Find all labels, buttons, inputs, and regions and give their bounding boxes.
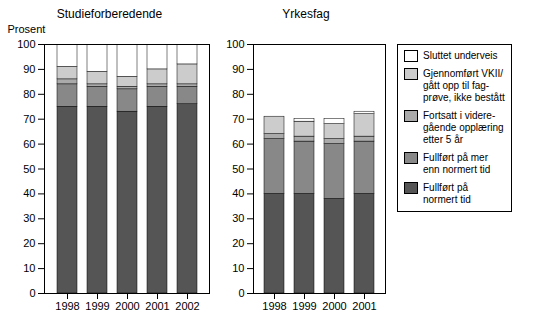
- svg-text:30: 30: [232, 212, 244, 224]
- svg-text:1998: 1998: [55, 300, 79, 312]
- svg-text:70: 70: [232, 113, 244, 125]
- svg-text:100: 100: [17, 38, 35, 50]
- svg-text:80: 80: [23, 88, 35, 100]
- svg-text:1999: 1999: [292, 300, 316, 312]
- svg-text:Prosent: Prosent: [8, 23, 46, 35]
- svg-text:50: 50: [232, 163, 244, 175]
- svg-text:50: 50: [23, 163, 35, 175]
- svg-text:0: 0: [238, 287, 244, 299]
- html-text:Fullført på normert tid: Fullført på normert tid: [423, 182, 471, 205]
- svg-text:90: 90: [232, 63, 244, 75]
- svg-text:0: 0: [29, 287, 35, 299]
- svg-text:1998: 1998: [262, 300, 286, 312]
- svg-text:70: 70: [23, 113, 35, 125]
- svg-text:80: 80: [232, 88, 244, 100]
- svg-text:2000: 2000: [322, 300, 346, 312]
- svg-text:1999: 1999: [85, 300, 109, 312]
- svg-text:90: 90: [23, 63, 35, 75]
- html-text:Yrkesfag: Yrkesfag: [282, 7, 330, 21]
- svg-text:10: 10: [23, 262, 35, 274]
- svg-text:40: 40: [23, 187, 35, 199]
- svg-text:30: 30: [23, 212, 35, 224]
- svg-text:60: 60: [232, 138, 244, 150]
- svg-text:100: 100: [226, 38, 244, 50]
- svg-text:2001: 2001: [352, 300, 376, 312]
- svg-text:20: 20: [23, 237, 35, 249]
- svg-text:2000: 2000: [115, 300, 139, 312]
- html-text:Studieforberedende: Studieforberedende: [56, 7, 163, 21]
- html-text:Sluttet underveis: Sluttet underveis: [423, 50, 498, 61]
- svg-text:20: 20: [232, 237, 244, 249]
- svg-text:40: 40: [232, 187, 244, 199]
- svg-text:60: 60: [23, 138, 35, 150]
- svg-text:2002: 2002: [175, 300, 199, 312]
- svg-text:10: 10: [232, 262, 244, 274]
- html-text:Gjennomført VKII/ gått opp til: Gjennomført VKII/ gått opp til fag- prøv…: [423, 68, 505, 103]
- html-text:Fullført på mer enn normert ti: Fullført på mer enn normert tid: [423, 152, 491, 175]
- svg-text:2001: 2001: [145, 300, 169, 312]
- html-text:Fortsatt i videre- gående oppl: Fortsatt i videre- gående opplæring ette…: [423, 110, 504, 145]
